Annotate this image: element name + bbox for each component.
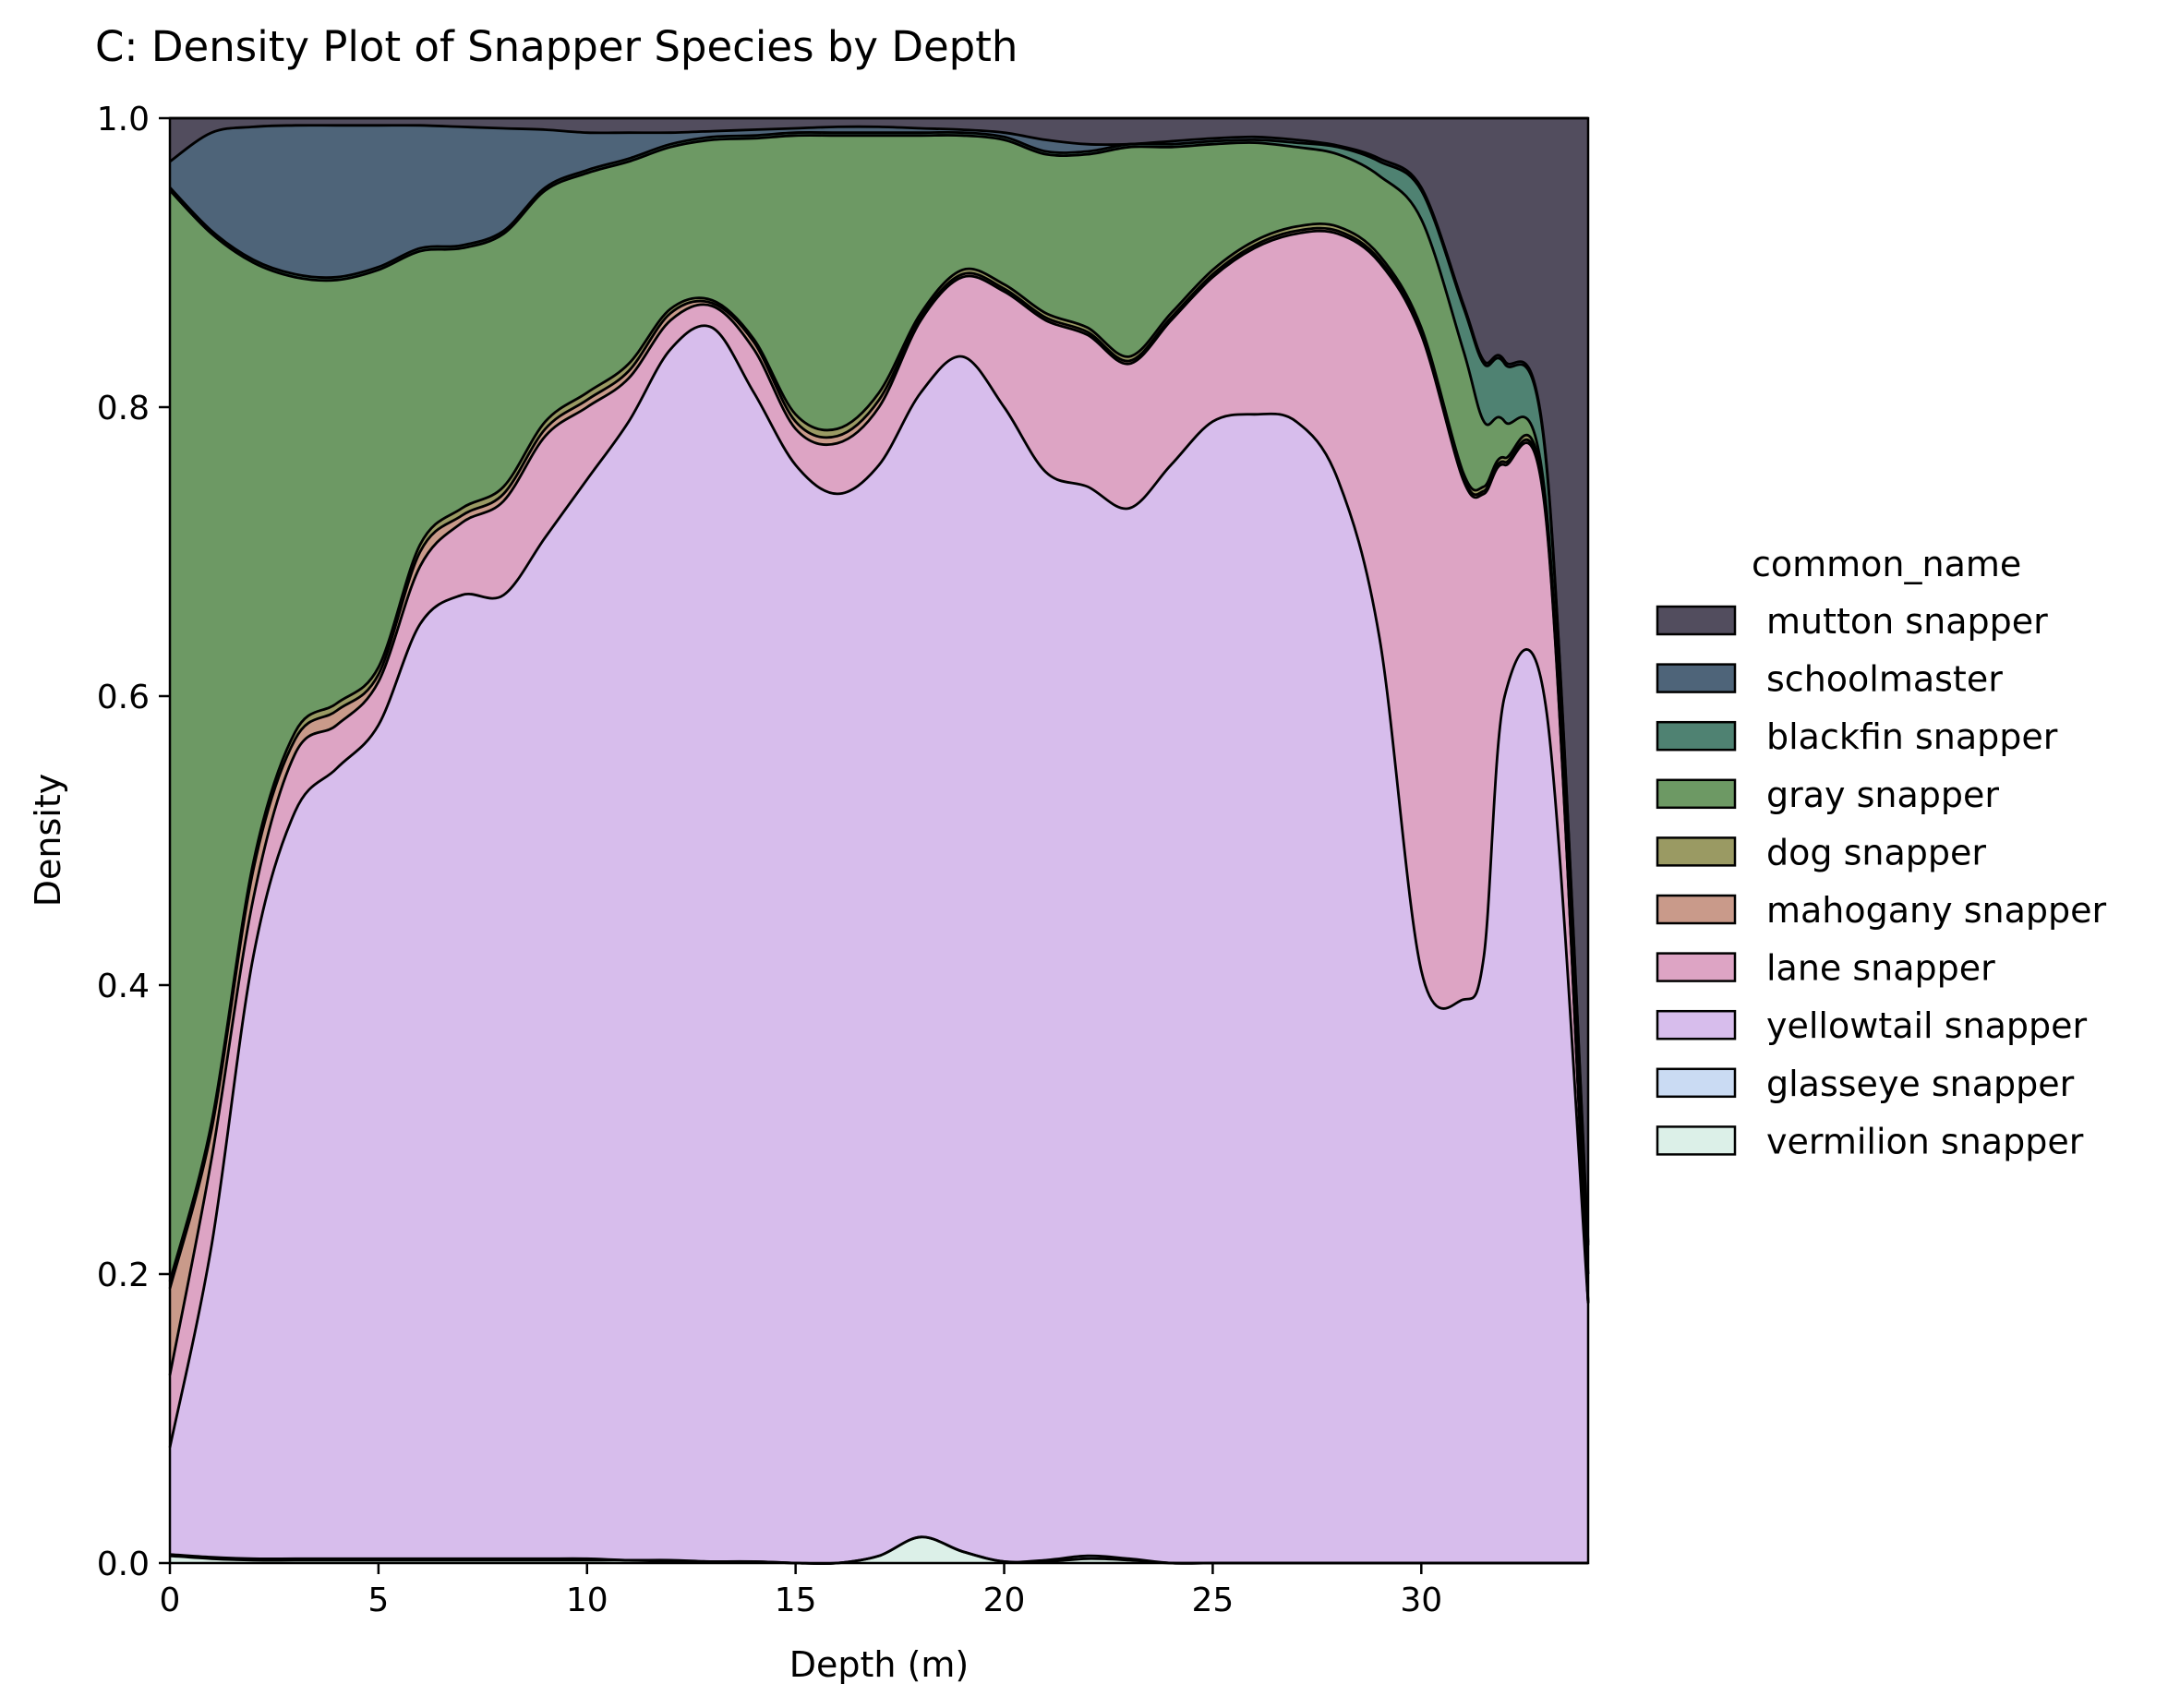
legend-swatch-vermilion-snapper — [1656, 1125, 1737, 1156]
y-tick-label: 0.8 — [97, 390, 150, 427]
y-tick-label: 0.0 — [97, 1546, 150, 1583]
x-axis-label: Depth (m) — [789, 1644, 970, 1685]
y-tick-label: 0.2 — [97, 1257, 150, 1294]
legend-swatch-gray-snapper — [1656, 778, 1737, 810]
x-tick-label: 10 — [566, 1582, 608, 1619]
legend-swatch-yellowtail-snapper — [1656, 1009, 1737, 1040]
legend-label-gray-snapper: gray snapper — [1766, 775, 1999, 815]
legend-swatch-dog-snapper — [1656, 836, 1737, 867]
legend-label-schoolmaster: schoolmaster — [1766, 659, 2003, 700]
legend-label-mutton-snapper: mutton snapper — [1766, 601, 2048, 642]
legend-title: common_name — [1752, 544, 2021, 584]
chart-title: C: Density Plot of Snapper Species by De… — [95, 22, 1018, 71]
x-tick-label: 0 — [160, 1582, 181, 1619]
x-tick-label: 30 — [1400, 1582, 1442, 1619]
y-axis-ticks: 0.0 0.2 0.4 0.6 0.8 1.0 — [97, 101, 170, 1583]
legend-swatch-lane-snapper — [1656, 952, 1737, 982]
legend-label-yellowtail-snapper: yellowtail snapper — [1766, 1005, 2087, 1046]
legend-label-blackfin-snapper: blackfin snapper — [1766, 716, 2058, 757]
area-yellowtail-snapper — [170, 325, 1588, 1564]
legend-swatch-blackfin-snapper — [1656, 720, 1737, 752]
legend: common_name mutton snapper schoolmaster bl… — [1656, 544, 2106, 1161]
y-axis-label: Density — [28, 774, 68, 907]
boundary-mahogany-snapper — [168, 226, 1590, 1304]
y-tick-label: 1.0 — [97, 101, 150, 138]
legend-label-dog-snapper: dog snapper — [1766, 832, 1986, 872]
legend-label-lane-snapper: lane snapper — [1766, 948, 1995, 989]
x-axis-ticks: 0 5 10 15 20 25 30 — [160, 1563, 1442, 1619]
x-tick-label: 15 — [775, 1582, 817, 1619]
y-tick-label: 0.4 — [97, 968, 150, 1005]
legend-label-glasseye-snapper: glasseye snapper — [1766, 1064, 2075, 1104]
y-tick-label: 0.6 — [97, 679, 150, 716]
legend-swatch-mutton-snapper — [1656, 605, 1737, 636]
plot-frame — [168, 116, 1590, 1565]
boundary-yellowtail-snapper — [168, 324, 1590, 1449]
boundary-dog-snapper — [168, 223, 1590, 1304]
boundary-schoolmaster — [169, 124, 1590, 1243]
legend-swatch-mahogany-snapper — [1656, 894, 1737, 925]
legend-label-vermilion-snapper: vermilion snapper — [1766, 1121, 2084, 1161]
x-tick-label: 5 — [367, 1582, 389, 1619]
legend-swatch-glasseye-snapper — [1656, 1067, 1737, 1099]
legend-label-mahogany-snapper: mahogany snapper — [1766, 890, 2106, 931]
stacked-areas — [170, 118, 1588, 1564]
x-tick-label: 25 — [1192, 1582, 1235, 1619]
x-tick-label: 20 — [983, 1582, 1026, 1619]
boundary-gray-snapper — [168, 134, 1590, 1275]
legend-swatch-schoolmaster — [1656, 663, 1737, 693]
